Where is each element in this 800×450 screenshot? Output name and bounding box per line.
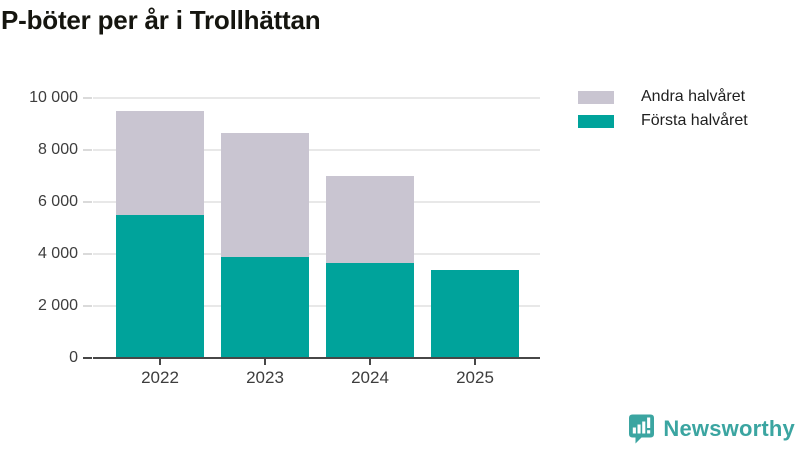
y-axis-label-10000: 10 000 — [29, 89, 78, 106]
newsworthy-wordmark: Newsworthy — [663, 415, 795, 441]
y-axis-label-0: 0 — [69, 349, 78, 366]
gridline-2000 — [93, 305, 540, 307]
y-axis-tick-6000 — [83, 201, 92, 203]
bar-segment-2023-första-halvåret — [221, 256, 309, 358]
x-axis-label-2024: 2024 — [351, 368, 389, 387]
y-axis-label-4000: 4 000 — [37, 245, 78, 262]
y-axis-tick-8000 — [83, 149, 92, 151]
newsworthy-logo[interactable]: Newsworthy — [628, 413, 795, 444]
bar-segment-2025-första-halvåret — [431, 269, 519, 358]
y-axis-label-2000: 2 000 — [37, 297, 78, 314]
gridline-10000 — [93, 97, 540, 99]
y-axis-tick-0 — [83, 357, 92, 359]
bar-segment-2022-andra-halvåret — [116, 111, 204, 215]
gridline-6000 — [93, 201, 540, 203]
bar-segment-2023-andra-halvåret — [221, 133, 309, 257]
x-axis-label-2022: 2022 — [141, 368, 179, 387]
x-axis-tick-2025 — [474, 359, 476, 365]
legend-swatch-forsta-halvaret — [578, 114, 614, 128]
y-axis-label-6000: 6 000 — [37, 193, 78, 210]
bar-segment-2024-andra-halvåret — [326, 176, 414, 264]
y-axis-tick-10000 — [83, 97, 92, 99]
legend-label-forsta-halvaret: Första halvåret — [641, 112, 748, 129]
x-axis-label-2023: 2023 — [246, 368, 284, 387]
legend: Andra halvåret Första halvåret — [578, 88, 748, 138]
newsworthy-speech-bubble-icon — [629, 414, 655, 444]
legend-item-forsta-halvaret: Första halvåret — [578, 112, 748, 129]
x-axis-tick-2022 — [159, 359, 161, 365]
x-axis-line — [93, 357, 540, 359]
gridline-8000 — [93, 149, 540, 151]
legend-swatch-andra-halvaret — [578, 90, 614, 104]
legend-label-andra-halvaret: Andra halvåret — [641, 88, 746, 105]
gridline-4000 — [93, 253, 540, 255]
y-axis-tick-4000 — [83, 253, 92, 255]
legend-item-andra-halvaret: Andra halvåret — [578, 88, 748, 105]
x-axis-label-2025: 2025 — [456, 368, 494, 387]
y-axis-tick-2000 — [83, 305, 92, 307]
x-axis-tick-2023 — [264, 359, 266, 365]
x-axis-tick-2024 — [369, 359, 371, 365]
chart-title: P-böter per år i Trollhättan — [1, 5, 321, 35]
bar-segment-2022-första-halvåret — [116, 215, 204, 358]
y-axis-label-8000: 8 000 — [37, 141, 78, 158]
bar-segment-2024-första-halvåret — [326, 263, 414, 358]
